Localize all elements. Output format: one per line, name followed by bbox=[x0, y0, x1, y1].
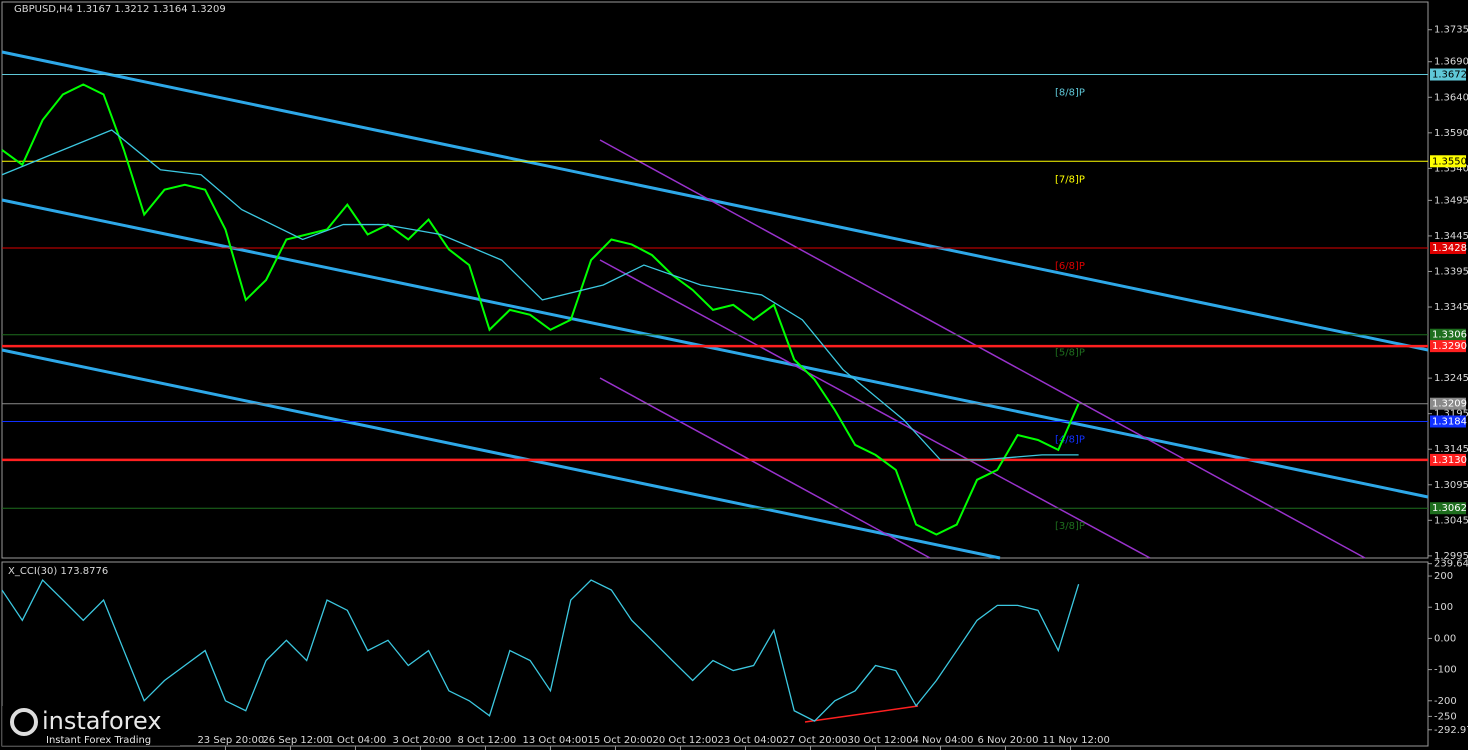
series-line bbox=[1, 129, 1079, 461]
channel-line bbox=[1, 50, 1429, 352]
indicator-panel bbox=[1, 561, 1429, 747]
level-badge bbox=[1430, 68, 1466, 81]
y-tick-label: 1.3445 bbox=[1434, 231, 1468, 242]
level-price: 1.3130 bbox=[1432, 455, 1467, 466]
level-price: 1.3550 bbox=[1432, 156, 1467, 167]
x-tick-label: 15 Oct 20:00 bbox=[587, 735, 652, 746]
y-tick-label: -250 bbox=[1434, 711, 1457, 722]
y-tick-label: 1.3245 bbox=[1434, 373, 1468, 384]
x-tick-label: 8 Oct 12:00 bbox=[457, 735, 516, 746]
channel-line bbox=[1, 348, 1001, 560]
logo-name: instaforex bbox=[42, 707, 162, 735]
plot: 1.3735 1.3690 1.3640 1.3590 1.3540 1.3495 1.34… bbox=[1, 25, 1468, 750]
level-name: [6/8]P bbox=[1055, 261, 1085, 272]
x-tick-label: 23 Oct 04:00 bbox=[717, 735, 782, 746]
level-name: [8/8]P bbox=[1055, 88, 1085, 99]
level-name: [5/8]P bbox=[1055, 348, 1085, 359]
series-line bbox=[1, 83, 1080, 536]
x-tick-label: 27 Oct 20:00 bbox=[782, 735, 847, 746]
y-tick-label: 1.3590 bbox=[1434, 128, 1468, 139]
level-price: 1.3306 bbox=[1432, 330, 1467, 341]
level-badge bbox=[1430, 242, 1466, 255]
x-tick-label: 4 Nov 04:00 bbox=[912, 735, 973, 746]
regression-channel bbox=[1, 50, 1429, 560]
indicator-title: X_CCI(30) 173.8776 bbox=[8, 566, 108, 577]
y-tick-label: 1.3495 bbox=[1434, 195, 1468, 206]
y-tick-label: -292.972 bbox=[1434, 725, 1468, 736]
x-tick-label: 20 Oct 12:00 bbox=[652, 735, 717, 746]
channel-line bbox=[599, 377, 931, 559]
level-price: 1.3184 bbox=[1432, 416, 1467, 427]
x-tick-label: 26 Sep 12:00 bbox=[262, 735, 329, 746]
level-badge bbox=[1430, 340, 1466, 353]
y-tick-label: 1.3735 bbox=[1434, 25, 1468, 36]
level-badge bbox=[1430, 502, 1466, 515]
x-tick-label: 30 Oct 12:00 bbox=[847, 735, 912, 746]
y-tick-label: 200 bbox=[1434, 571, 1453, 582]
level-name: [4/8]P bbox=[1055, 434, 1085, 445]
level-price: 1.3428 bbox=[1432, 243, 1467, 254]
x-tick-label: 23 Sep 20:00 bbox=[197, 735, 264, 746]
level-badge bbox=[1430, 453, 1466, 466]
level-badge bbox=[1430, 415, 1466, 428]
y-tick-label: 1.2995 bbox=[1434, 551, 1468, 562]
y-tick-label: 1.3540 bbox=[1434, 163, 1468, 174]
y-tick-label: 239.6457 bbox=[1434, 559, 1468, 570]
level-price: 1.3062 bbox=[1432, 503, 1467, 514]
divergence-line bbox=[804, 705, 919, 723]
logo-icon bbox=[10, 708, 38, 736]
level-price: 1.3290 bbox=[1432, 341, 1467, 352]
x-tick-label: 1 Oct 04:00 bbox=[327, 735, 386, 746]
level-badge bbox=[1430, 155, 1466, 168]
y-tick-label: 0.00 bbox=[1434, 633, 1456, 644]
x-tick-label: 6 Nov 20:00 bbox=[977, 735, 1038, 746]
x-tick-label: 13 Oct 04:00 bbox=[522, 735, 587, 746]
channel-line bbox=[599, 139, 1366, 559]
level-badge bbox=[1430, 328, 1466, 341]
y-tick-label: 1.3395 bbox=[1434, 266, 1468, 277]
y-tick-label: 1.3345 bbox=[1434, 302, 1468, 313]
chart-title: GBPUSD,H4 1.3167 1.3212 1.3164 1.3209 bbox=[14, 4, 226, 15]
series-line bbox=[1, 579, 1080, 722]
price-panel bbox=[1, 1, 1429, 559]
y-tick-label: 1.3690 bbox=[1434, 57, 1468, 68]
y-tick-label: -100 bbox=[1434, 665, 1457, 676]
logo: instaforex Instant Forex Trading bbox=[2, 706, 180, 746]
level-price: 1.3209 bbox=[1432, 399, 1467, 410]
y-tick-label: 100 bbox=[1434, 602, 1453, 613]
y-tick-label: 1.3640 bbox=[1434, 92, 1468, 103]
level-name: [3/8]P bbox=[1055, 521, 1085, 532]
x-tick-label: 3 Oct 20:00 bbox=[392, 735, 451, 746]
logo-tagline: Instant Forex Trading bbox=[46, 735, 151, 746]
y-tick-label: 1.3045 bbox=[1434, 515, 1468, 526]
level-name: [7/8]P bbox=[1055, 174, 1085, 185]
level-badge bbox=[1430, 397, 1466, 410]
y-tick-label: 1.3095 bbox=[1434, 480, 1468, 491]
channel-line bbox=[1, 198, 1429, 499]
y-tick-label: -200 bbox=[1434, 696, 1457, 707]
level-price: 1.3672 bbox=[1432, 70, 1467, 81]
x-tick-label: 11 Nov 12:00 bbox=[1042, 735, 1109, 746]
y-tick-label: 1.3195 bbox=[1434, 409, 1468, 420]
y-tick-label: 1.3145 bbox=[1434, 444, 1468, 455]
